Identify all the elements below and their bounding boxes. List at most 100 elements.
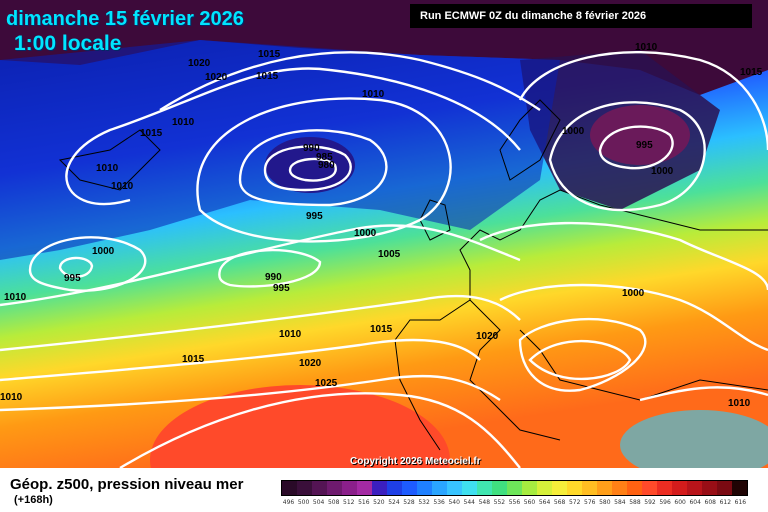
isobar-label: 1010	[4, 292, 27, 303]
isobar-label: 980	[318, 160, 335, 171]
scale-swatch	[717, 481, 732, 495]
isobar-label: 990	[265, 272, 282, 283]
low-core-east	[590, 105, 690, 165]
scale-label: 560	[523, 499, 536, 506]
isobar-label: 1020	[205, 72, 228, 83]
scale-swatch	[402, 481, 417, 495]
isobar-label: 1010	[111, 181, 134, 192]
isobar-label: 1010	[0, 392, 23, 403]
scale-swatch	[702, 481, 717, 495]
scale-label: 564	[538, 499, 551, 506]
weather-map: 1015 1020 1020 1015 1015 1010 1010 1010 …	[0, 0, 768, 468]
isobar-label: 995	[64, 273, 81, 284]
scale-label: 504	[312, 499, 325, 506]
isobar-label: 990	[303, 143, 320, 154]
scale-label: 544	[463, 499, 475, 506]
map-canvas: 1015 1020 1020 1015 1015 1010 1010 1010 …	[0, 0, 768, 468]
scale-label: 608	[704, 499, 716, 506]
scale-label: 520	[373, 499, 385, 506]
scale-swatch	[627, 481, 642, 495]
scale-swatch	[432, 481, 447, 495]
color-scale-bar	[281, 480, 748, 496]
scale-label: 568	[553, 499, 566, 506]
warm-core	[150, 385, 450, 468]
isobar-label: 1010	[279, 329, 302, 340]
scale-swatch	[492, 481, 507, 495]
scale-swatch	[507, 481, 522, 495]
scale-label: 576	[584, 499, 596, 506]
scale-label: 536	[433, 499, 445, 506]
scale-label: 496	[282, 499, 295, 506]
isobar-label: 1000	[622, 288, 645, 299]
isobar-label: 1010	[96, 163, 119, 174]
scale-label: 500	[297, 499, 310, 506]
scale-label: 528	[403, 499, 415, 506]
scale-label: 540	[448, 499, 460, 506]
isobar-label: 995	[273, 283, 290, 294]
coastlines	[58, 99, 768, 451]
isobar-label: 1005	[378, 249, 401, 260]
isobar-label: 995	[306, 211, 323, 222]
scale-label: 548	[478, 499, 491, 506]
isobar-label: 1020	[476, 331, 499, 342]
scale-swatch	[672, 481, 687, 495]
isobar-label: 995	[636, 140, 653, 151]
forecast-lead-time: (+168h)	[14, 494, 53, 506]
scale-swatch	[552, 481, 567, 495]
isobar-label: 1000	[562, 126, 585, 137]
scale-swatch	[612, 481, 627, 495]
scale-label: 596	[659, 499, 671, 506]
scale-label: 600	[674, 499, 686, 506]
scale-label: 588	[629, 499, 641, 506]
scale-label: 584	[614, 499, 626, 506]
scale-swatch	[732, 481, 747, 495]
scale-swatch	[657, 481, 672, 495]
scale-swatch	[342, 481, 357, 495]
scale-label: 616	[734, 499, 747, 506]
scale-label: 612	[719, 499, 732, 506]
isobar-labels: 1015 1020 1020 1015 1015 1010 1010 1010 …	[0, 42, 763, 409]
scale-label: 532	[418, 499, 430, 506]
scale-swatch	[582, 481, 597, 495]
cool-pocket-east	[620, 410, 768, 468]
scale-swatch	[522, 481, 537, 495]
scale-swatch	[567, 481, 582, 495]
scale-label: 572	[568, 499, 581, 506]
scale-swatch	[387, 481, 402, 495]
forecast-time-title: 1:00 locale	[14, 32, 122, 55]
isobar-label: 1020	[299, 358, 322, 369]
isobar-label: 985	[316, 152, 333, 163]
scale-label: 592	[644, 499, 656, 506]
scale-label: 524	[388, 499, 400, 506]
scale-label: 512	[343, 499, 355, 506]
scale-swatch	[297, 481, 312, 495]
scale-label: 556	[508, 499, 521, 506]
scale-swatch	[642, 481, 657, 495]
isobar-label: 1015	[182, 354, 205, 365]
isobar-label: 1000	[354, 228, 377, 239]
isobar-label: 1015	[740, 67, 763, 78]
isobar-label: 1020	[188, 58, 211, 69]
isobar-label: 1015	[256, 71, 279, 82]
isobar-label: 1010	[635, 42, 658, 53]
scale-swatch	[447, 481, 462, 495]
scale-swatch	[372, 481, 387, 495]
forecast-date-title: dimanche 15 février 2026	[6, 8, 244, 30]
copyright-notice: Copyright 2026 Meteociel.fr	[350, 456, 481, 467]
isobar-label: 1025	[315, 378, 338, 389]
scale-label: 604	[689, 499, 701, 506]
scale-label: 508	[327, 499, 340, 506]
isobar-label: 1015	[140, 128, 163, 139]
isobar-label: 1000	[651, 166, 674, 177]
isobar-label: 1010	[362, 89, 385, 100]
scale-label: 552	[493, 499, 506, 506]
scale-swatch	[327, 481, 342, 495]
scale-swatch	[312, 481, 327, 495]
model-run-label: Run ECMWF 0Z du dimanche 8 février 2026	[410, 4, 752, 28]
isobar-label: 1010	[728, 398, 751, 409]
deep-blue-zone	[0, 40, 560, 260]
scale-swatch	[477, 481, 492, 495]
scale-swatch	[687, 481, 702, 495]
scale-swatch	[462, 481, 477, 495]
legend-title: Géop. z500, pression niveau mer	[10, 476, 244, 493]
